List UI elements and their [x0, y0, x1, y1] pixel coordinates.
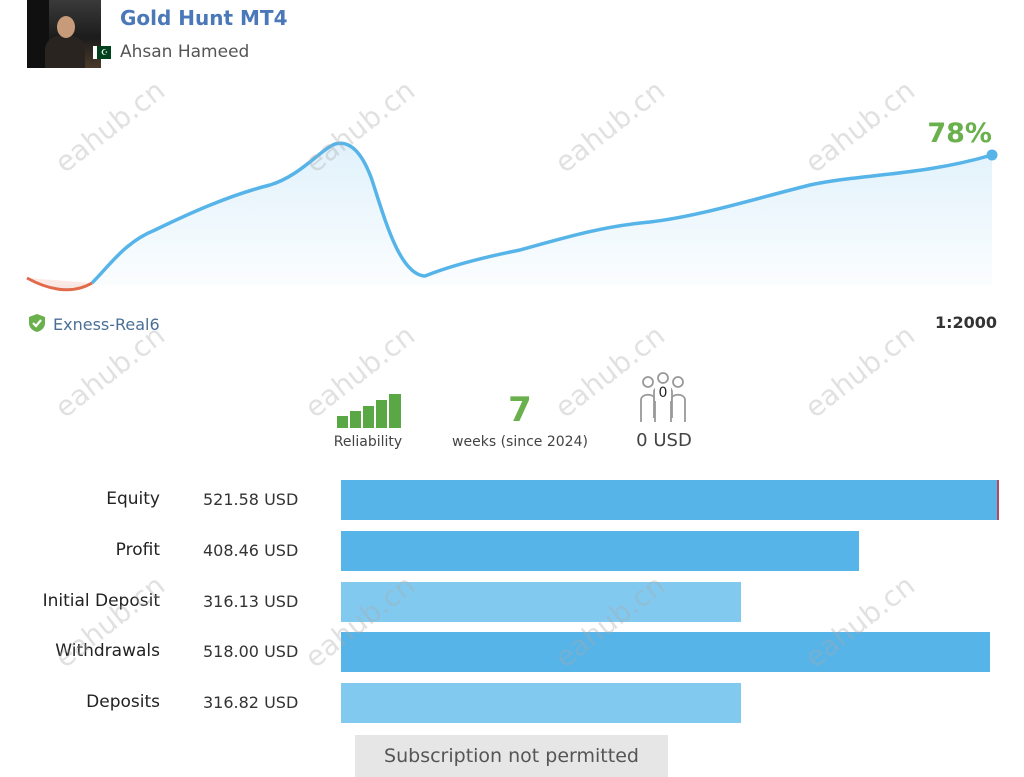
- metric-value: 316.82 USD: [203, 693, 299, 712]
- reliability-label: Reliability: [333, 434, 403, 450]
- weeks-label: weeks (since 2024): [452, 434, 588, 450]
- metric-value: 408.46 USD: [203, 541, 299, 560]
- subscribe-button[interactable]: Subscription not permitted: [355, 735, 668, 777]
- growth-chart: [26, 141, 998, 292]
- metric-label: Deposits: [86, 692, 160, 712]
- subscribers-icon: [640, 372, 686, 422]
- subscribers-count: 0: [655, 385, 671, 401]
- signal-title[interactable]: Gold Hunt MT4: [120, 6, 288, 30]
- pakistan-flag-icon: ☪: [93, 46, 111, 59]
- growth-line: [90, 141, 993, 285]
- broker-server-label: Exness-Real6: [53, 315, 160, 334]
- weeks-count: 7: [508, 390, 532, 430]
- metric-label: Equity: [106, 489, 160, 509]
- metric-label: Withdrawals: [55, 641, 160, 661]
- verified-shield-icon: [29, 314, 45, 332]
- broker-server[interactable]: Exness-Real6: [27, 313, 160, 334]
- total-gain: 78%: [927, 118, 992, 149]
- metric-label: Initial Deposit: [42, 591, 160, 611]
- leverage-value: 1:2000: [934, 313, 997, 332]
- subscribers-funds: 0 USD: [636, 430, 692, 451]
- metric-value: 518.00 USD: [203, 642, 299, 661]
- watermark-text: eahub.cn: [798, 318, 922, 425]
- author-name[interactable]: Ahsan Hameed: [120, 42, 250, 62]
- metric-label: Profit: [115, 540, 160, 560]
- growth-end-point: [986, 149, 998, 161]
- author-avatar[interactable]: [27, 0, 101, 68]
- metric-value: 316.13 USD: [203, 592, 299, 611]
- growth-area: [27, 143, 992, 290]
- watermark-text: eahub.cn: [48, 318, 172, 425]
- metric-bar: [341, 632, 990, 672]
- metric-bar: [341, 531, 859, 571]
- metric-bar: [341, 582, 741, 622]
- metric-bar: [341, 480, 999, 520]
- growth-negative-segment: [26, 276, 93, 292]
- metric-value: 521.58 USD: [203, 490, 299, 509]
- reliability-bars-icon: [337, 394, 401, 428]
- metric-bar: [341, 683, 741, 723]
